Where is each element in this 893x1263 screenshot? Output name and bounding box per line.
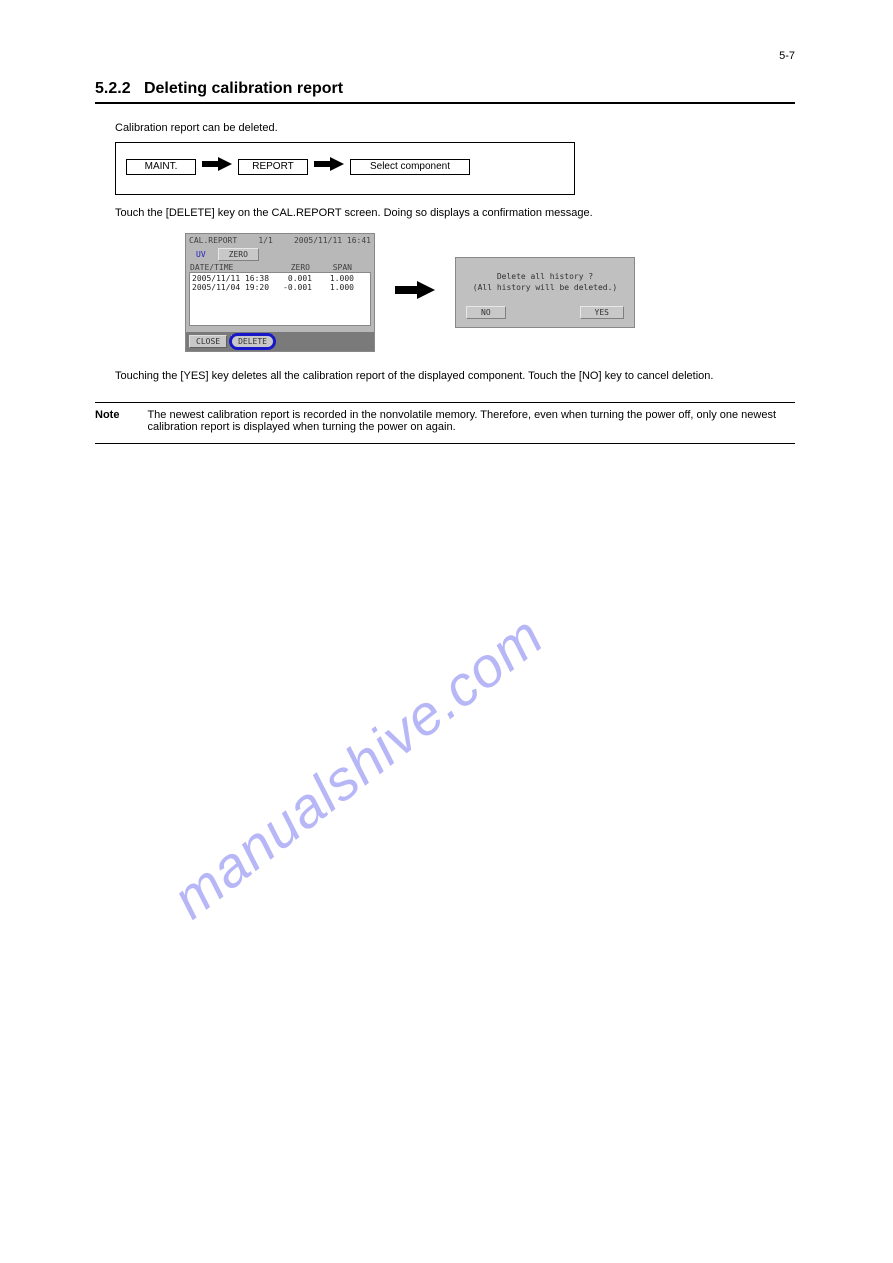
confirm-dialog: Delete all history ? (All history will b… [455,257,635,328]
zero-button[interactable]: ZERO [218,248,259,261]
page-content: 5-7 5.2.2 Deleting calibration report Ca… [95,80,795,450]
table-header: DATE/TIME ZERO SPAN [186,263,374,272]
cal-report-window: CAL.REPORT 1/1 2005/11/11 16:41 UV ZERO … [185,233,375,352]
yes-button[interactable]: YES [580,306,624,319]
window-titlebar: CAL.REPORT 1/1 2005/11/11 16:41 [186,234,374,246]
col-datetime: DATE/TIME [190,263,268,272]
channel-label: UV [190,250,212,259]
page-indicator: 1/1 [258,236,272,245]
note-rule-bottom [95,443,795,444]
flow-step-report: REPORT [238,159,308,175]
flow-diagram: MAINT. REPORT Select component [115,142,575,195]
intro-text: Calibration report can be deleted. [115,122,795,134]
cell-span: 1.000 [312,283,354,292]
section-title: 5.2.2 Deleting calibration report [95,80,795,98]
data-area: 2005/11/11 16:38 0.001 1.000 2005/11/04 … [189,272,371,326]
dialog-message-2: (All history will be deleted.) [462,283,628,292]
screenshot-row: CAL.REPORT 1/1 2005/11/11 16:41 UV ZERO … [185,233,795,352]
arrow-icon [395,281,435,304]
section-number: 5.2.2 [95,80,131,97]
confirm-instruction: Touching the [YES] key deletes all the c… [115,370,795,382]
watermark: manualshive.com [160,602,555,931]
flow-step-select-component: Select component [350,159,470,175]
delete-instruction: Touch the [DELETE] key on the CAL.REPORT… [115,207,795,219]
table-row: 2005/11/11 16:38 0.001 1.000 [192,274,368,283]
window-title: CAL.REPORT [189,236,237,245]
cell-datetime: 2005/11/11 16:38 [192,274,270,283]
dialog-buttons: NO YES [462,306,628,319]
cell-span: 1.000 [312,274,354,283]
close-button[interactable]: CLOSE [189,335,227,348]
dialog-message-1: Delete all history ? [462,272,628,281]
window-timestamp: 2005/11/11 16:41 [294,236,371,245]
channel-row: UV ZERO [186,246,374,263]
page-number: 5-7 [779,50,795,62]
window-footer: CLOSE DELETE [186,332,374,351]
note-block: Note The newest calibration report is re… [95,402,795,444]
section-rule [95,102,795,104]
note-rule-top [95,402,795,403]
note-label: Note [95,409,143,421]
section-heading: Deleting calibration report [144,80,343,97]
table-row: 2005/11/04 19:20 -0.001 1.000 [192,283,368,292]
delete-button[interactable]: DELETE [231,335,274,348]
cell-datetime: 2005/11/04 19:20 [192,283,270,292]
cell-zero: 0.001 [270,274,312,283]
col-span: SPAN [310,263,352,272]
arrow-icon [314,157,344,176]
flow-step-maint: MAINT. [126,159,196,175]
col-zero: ZERO [268,263,310,272]
no-button[interactable]: NO [466,306,506,319]
arrow-icon [202,157,232,176]
cell-zero: -0.001 [270,283,312,292]
note-text: The newest calibration report is recorde… [147,409,777,433]
